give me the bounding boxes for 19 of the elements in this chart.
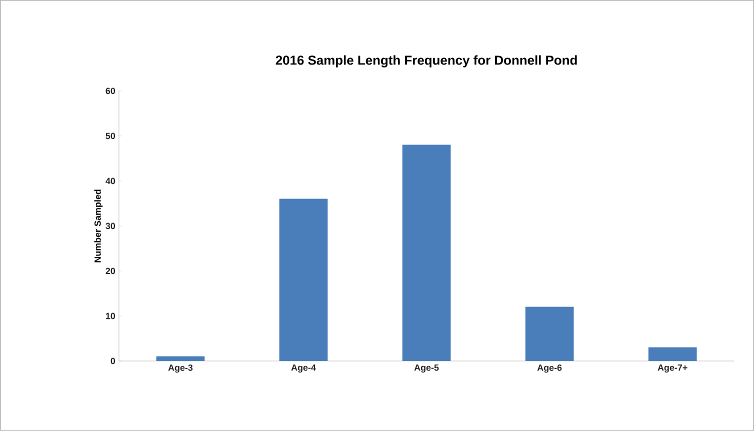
x-tick-label: Age-6 xyxy=(537,364,562,373)
x-tick-label: Age-7+ xyxy=(658,364,688,373)
x-tick-label: Age-4 xyxy=(291,364,316,373)
y-tick-label: 60 xyxy=(106,88,116,94)
bar xyxy=(525,306,574,362)
y-tick-label: 20 xyxy=(106,268,116,274)
y-tick-label: 10 xyxy=(106,312,116,320)
y-tick-label: 50 xyxy=(106,132,116,140)
bar xyxy=(279,198,328,362)
bar xyxy=(156,356,205,362)
bar xyxy=(402,144,451,362)
bar xyxy=(648,347,697,362)
chart-title: 2016 Sample Length Frequency for Donnell Pond xyxy=(276,55,577,68)
y-axis-title: Number Sampled xyxy=(94,190,103,262)
x-tick-label: Age-5 xyxy=(414,364,439,373)
y-tick-label: 30 xyxy=(106,222,116,230)
y-tick-label: 40 xyxy=(106,178,116,184)
x-tick-label: Age-3 xyxy=(168,364,193,373)
y-tick-label: 0 xyxy=(110,358,116,364)
